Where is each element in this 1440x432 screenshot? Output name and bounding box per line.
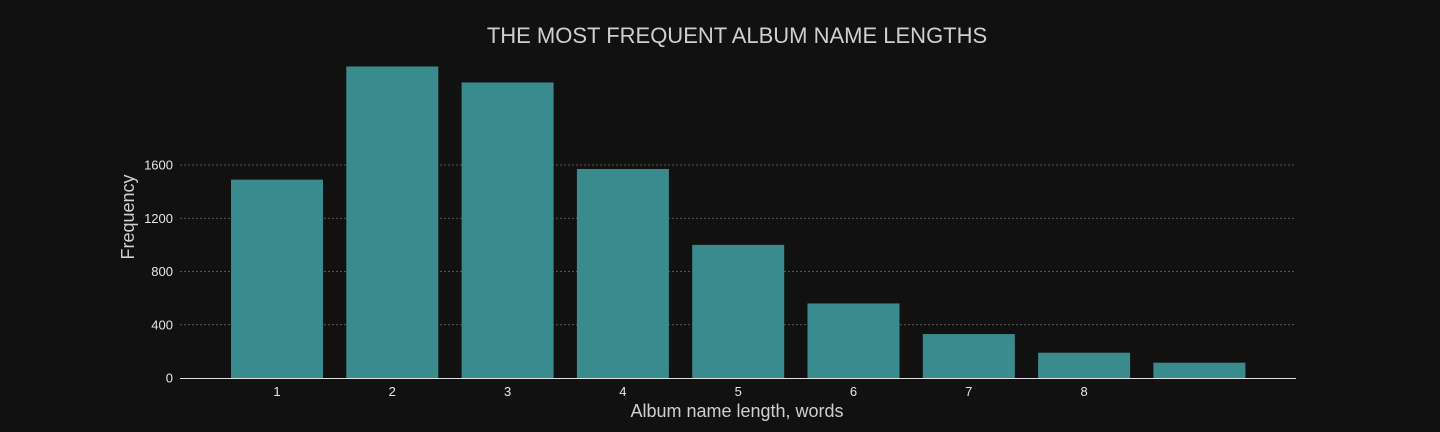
bar [1153,362,1246,378]
x-tick-label: 2 [389,384,396,399]
x-tick-label: 6 [850,384,857,399]
y-tick-label: 400 [151,317,173,332]
x-tick-label: 3 [504,384,511,399]
y-tick-label: 1600 [144,158,173,173]
y-ticks-layer: 0 400 800 1200 1600 [144,158,173,386]
x-tick-label: 5 [735,384,742,399]
bar [807,303,900,378]
x-tick-label: 4 [619,384,626,399]
y-axis-label: Frequency [118,174,138,259]
bar [922,334,1015,378]
chart-title: THE MOST FREQUENT ALBUM NAME LENGTHS [487,23,987,48]
y-tick-label: 1200 [144,211,173,226]
bar [461,82,554,379]
x-axis-label: Album name length, words [630,401,843,421]
bars-layer [231,66,1246,379]
bar [1038,352,1131,378]
x-tick-label: 7 [965,384,972,399]
x-tick-label: 1 [273,384,280,399]
x-ticks-layer: 1 2 3 4 5 6 7 8 [273,384,1087,399]
x-tick-label: 8 [1080,384,1087,399]
y-tick-label: 800 [151,264,173,279]
bar [231,179,323,378]
y-tick-label: 0 [166,371,173,386]
bar [576,168,669,378]
bar [346,66,439,379]
bar [692,244,785,378]
